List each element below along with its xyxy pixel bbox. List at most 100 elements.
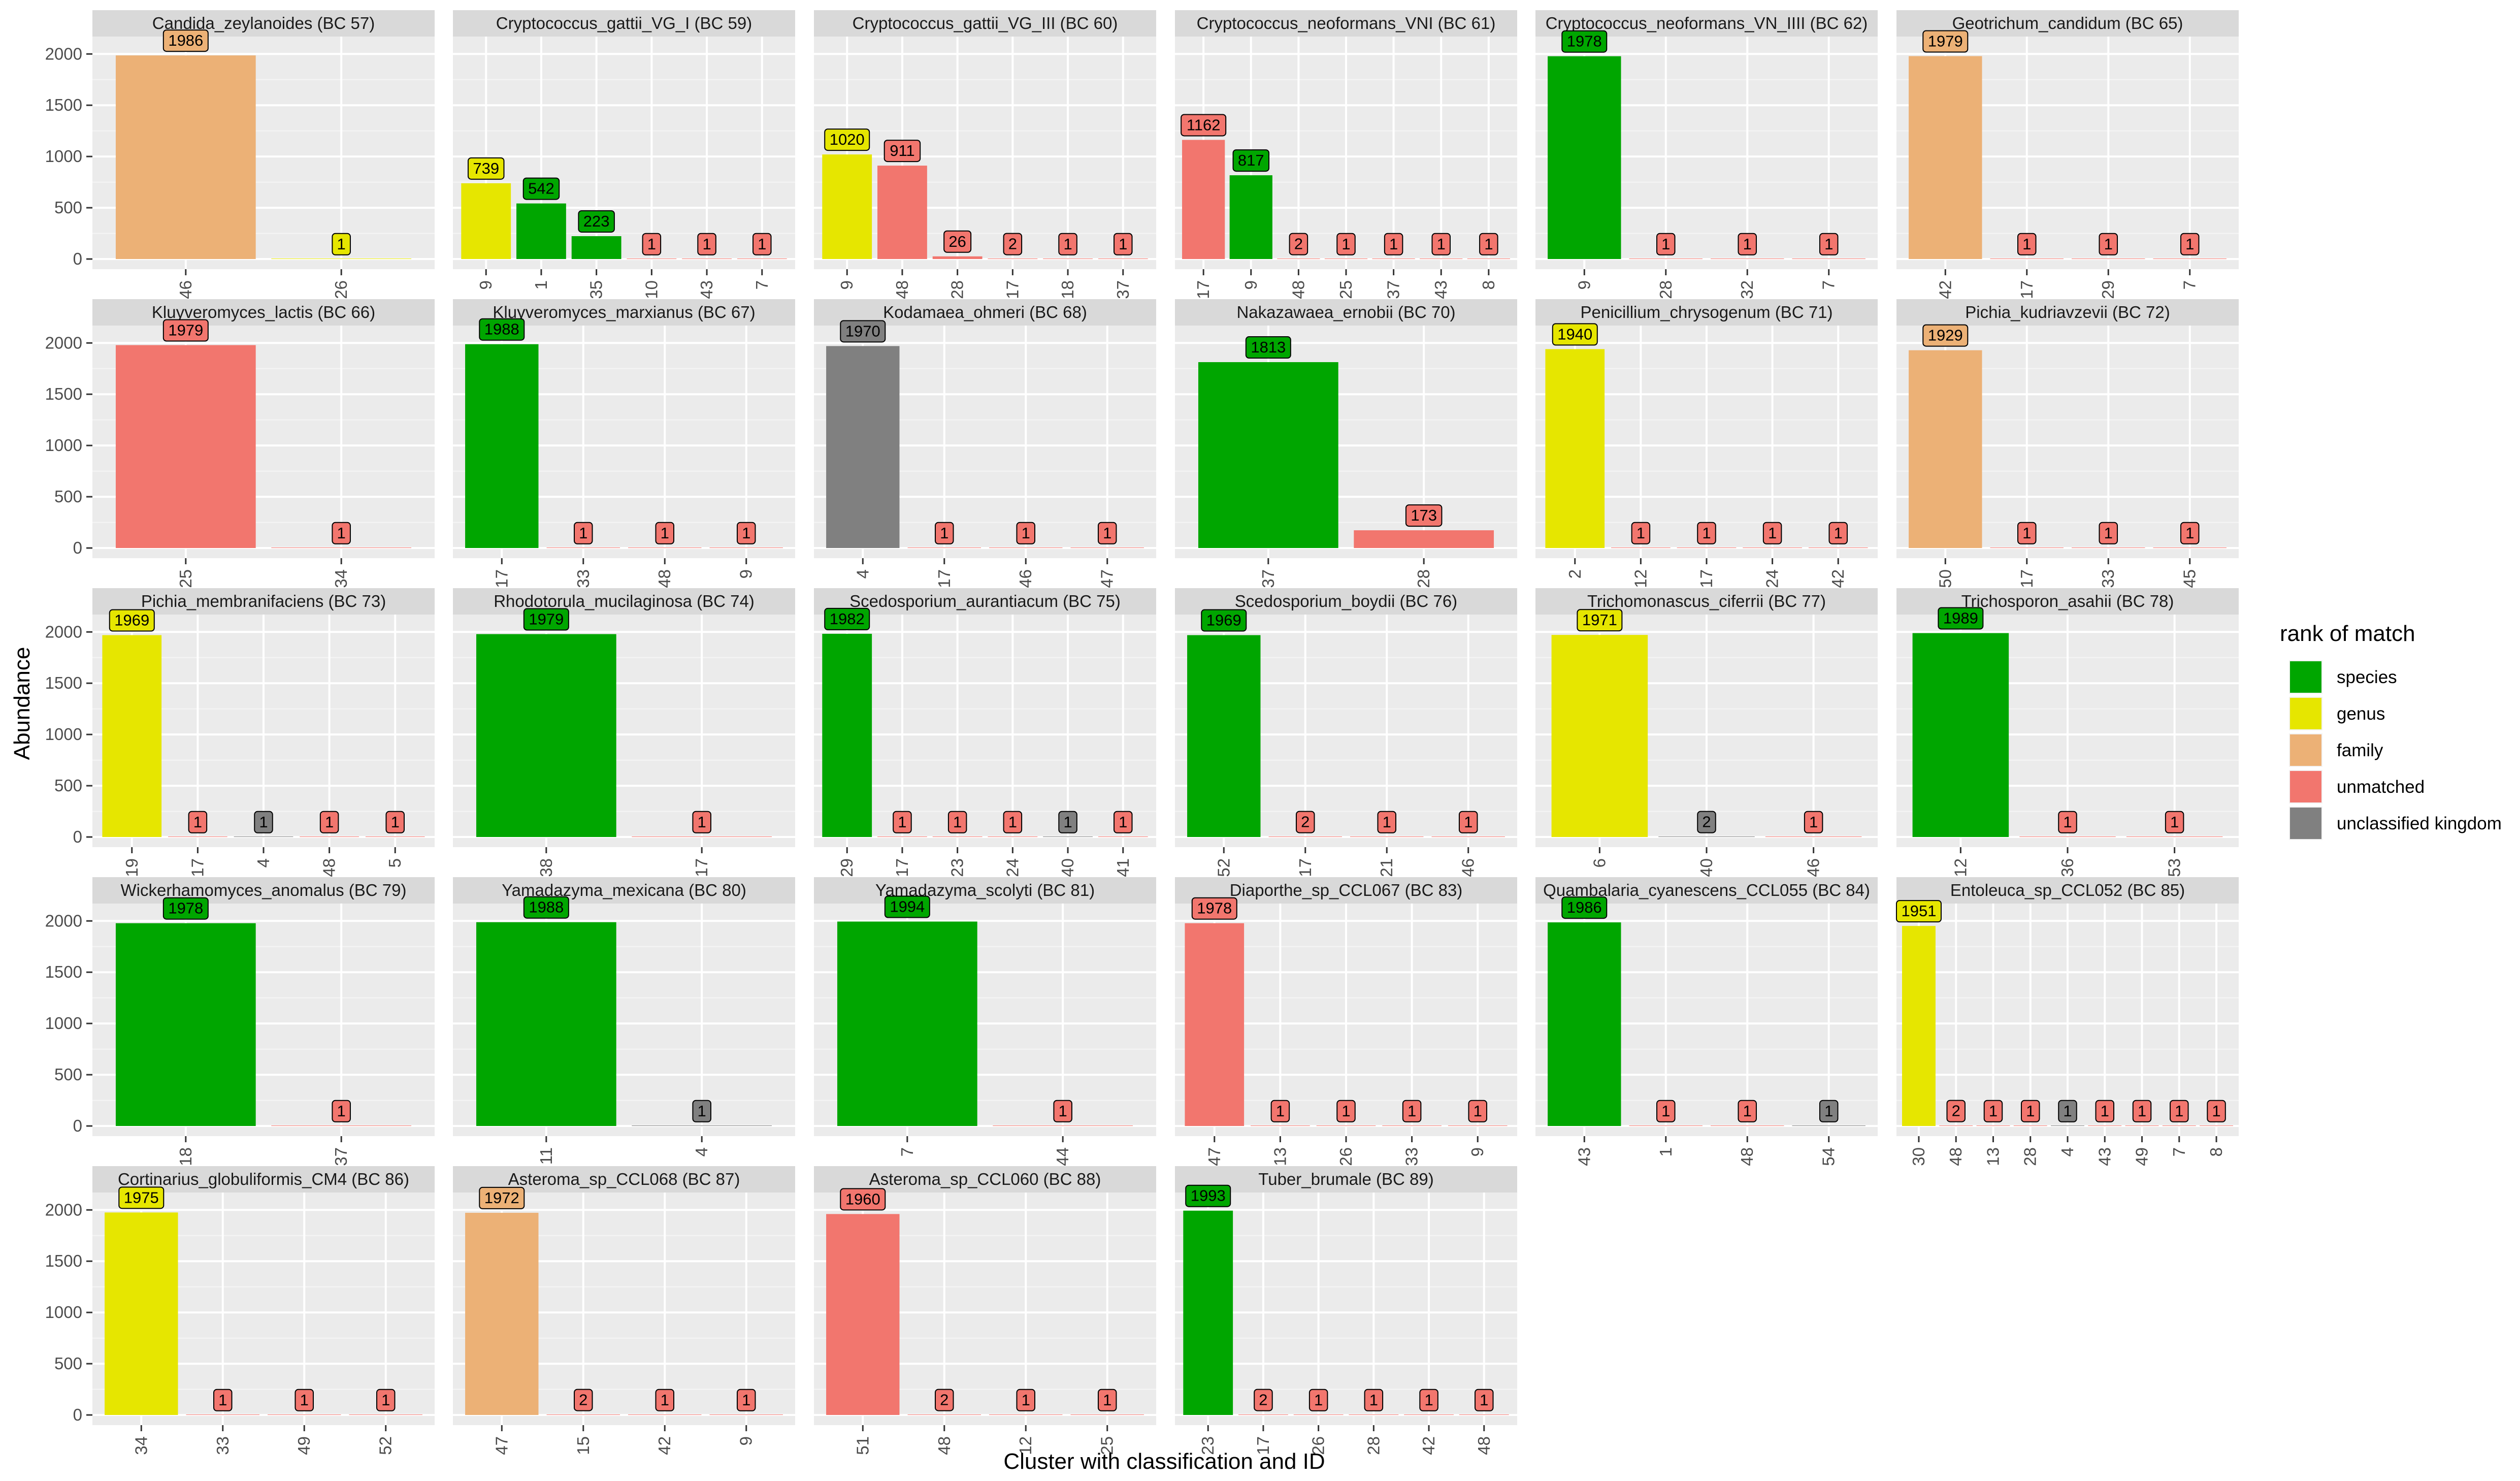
data-label-text: 1: [2026, 1102, 2035, 1120]
data-label-text: 1: [325, 813, 334, 831]
bar: [115, 923, 256, 1126]
y-tick-label: 1500: [45, 673, 82, 692]
data-label: 1: [1097, 522, 1117, 544]
legend-swatch: [2290, 661, 2321, 693]
data-label-box: [935, 522, 954, 544]
data-label: 1: [736, 1389, 756, 1411]
data-label: 1: [1384, 233, 1403, 255]
data-label: 1: [188, 811, 208, 833]
bar: [1551, 635, 1648, 837]
data-label-box: [1289, 233, 1308, 255]
data-label-text: 1: [300, 1391, 309, 1409]
data-label-text: 1: [1103, 524, 1111, 542]
x-tick-label: 38: [537, 858, 555, 877]
x-tick-label: 25: [1336, 280, 1355, 299]
data-label: 1: [376, 1389, 396, 1411]
x-tick-label: 9: [476, 280, 495, 289]
data-label-text: 1: [391, 813, 400, 831]
data-label: 1: [1738, 233, 1757, 255]
facet-title: Diaporthe_sp_CCL067 (BC 83): [1230, 881, 1463, 899]
bar: [988, 836, 1038, 837]
data-label-box: [1938, 607, 1984, 630]
facet-panel: Rhodotorula_mucilaginosa (BC 74)1979 1 38 1…: [453, 588, 795, 877]
data-label-box: [162, 29, 209, 52]
x-tick-label: 28: [1656, 280, 1675, 299]
x-tick-label: 40: [1697, 858, 1716, 877]
x-tick-label: 43: [2095, 1147, 2114, 1166]
bar: [1909, 56, 1982, 260]
x-tick-label: 46: [1804, 858, 1823, 877]
data-label-text: 1: [1341, 235, 1350, 253]
legend-label: species: [2337, 667, 2397, 687]
x-tick-label: 29: [2099, 280, 2117, 299]
facet-panel: Tuber_brumale (BC 89) 1993 2 1 1 1 1 23 17 26 28 42…: [1175, 1166, 1517, 1455]
bar: [2200, 1125, 2234, 1126]
x-tick-label: 17: [1003, 280, 1022, 299]
data-label-text: 1: [579, 524, 587, 542]
data-label-text: 1: [647, 235, 656, 253]
data-label-text: 1: [1063, 813, 1072, 831]
bar: [1909, 350, 1982, 548]
data-label-box: [1895, 900, 1942, 923]
facet-strip: [92, 10, 435, 37]
data-label-text: 1: [1824, 235, 1833, 253]
data-label-text: 1: [1424, 1391, 1433, 1409]
data-label-box: [385, 811, 405, 833]
facet-strip: [814, 877, 1156, 904]
data-label: 1969: [109, 609, 155, 632]
bar: [1902, 926, 1936, 1126]
data-label-text: 1: [2138, 1102, 2146, 1120]
facet-strip: [1896, 299, 2239, 326]
data-label: 1: [1336, 233, 1356, 255]
data-label-box: [1185, 1184, 1231, 1207]
data-label-text: 1: [2101, 1102, 2109, 1120]
data-label-text: 1: [1383, 813, 1391, 831]
data-label-text: 1: [381, 1391, 390, 1409]
data-label: 1978: [1191, 897, 1237, 920]
x-tick-label: 43: [1575, 1147, 1593, 1166]
data-label: 1: [1097, 1389, 1117, 1411]
legend-title: rank of match: [2280, 621, 2415, 646]
data-label-box: [2099, 522, 2118, 544]
x-tick-label: 44: [1053, 1147, 1072, 1166]
x-tick-label: 37: [1384, 280, 1403, 299]
data-label: 1: [294, 1389, 314, 1411]
bar: [2162, 1125, 2196, 1126]
data-label-box: [1552, 323, 1598, 346]
facet-title: Cortinarius_globuliformis_CM4 (BC 86): [118, 1170, 409, 1188]
legend-swatch: [2290, 771, 2321, 802]
facet-title: Cryptococcus_neoformans_VN_IIII (BC 62): [1546, 14, 1868, 33]
y-tick-label: 1500: [45, 384, 82, 403]
x-tick-label: 8: [2207, 1147, 2226, 1156]
bar: [826, 346, 900, 548]
facet-panel: Pichia_kudriavzevii (BC 72)1929 1 1 1 50 17 33…: [1896, 299, 2239, 588]
data-label-box: [1384, 233, 1403, 255]
data-label-box: [1016, 522, 1035, 544]
data-label-text: 1: [1059, 1102, 1067, 1120]
data-label-box: [188, 811, 208, 833]
data-label-text: 2: [579, 1391, 587, 1409]
bar: [2126, 836, 2223, 837]
bar: [1198, 362, 1338, 548]
bar: [2088, 1125, 2122, 1126]
data-label-box: [642, 233, 662, 255]
bar: [102, 635, 162, 837]
x-tick-label: 50: [1936, 569, 1954, 588]
bar: [632, 1125, 772, 1126]
facet-title: Rhodotorula_mucilaginosa (BC 74): [494, 592, 755, 610]
data-label-box: [1181, 114, 1227, 137]
data-label: 1988: [523, 896, 569, 919]
facet-panel: Geotrichum_candidum (BC 65)1979 1 1 1 42 17 29…: [1896, 10, 2239, 299]
y-tick-label: 500: [54, 1354, 82, 1373]
bar: [1459, 1414, 1509, 1415]
data-label-box: [1245, 336, 1291, 359]
data-label-text: 911: [890, 142, 914, 159]
bar: [476, 922, 616, 1126]
data-label-box: [109, 609, 155, 632]
data-label: 1813: [1245, 336, 1291, 359]
data-label-box: [332, 233, 351, 255]
x-tick-label: 7: [752, 280, 771, 289]
data-label-box: [118, 1186, 165, 1209]
bar: [268, 1414, 341, 1415]
data-label: 1: [1419, 1389, 1438, 1411]
